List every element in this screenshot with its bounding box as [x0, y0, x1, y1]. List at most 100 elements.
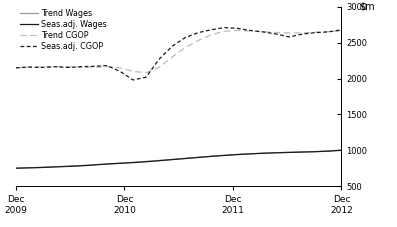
- Seas.adj. CGOP: [79, 65, 83, 68]
- Seas.adj. Wages: [222, 154, 227, 157]
- Trend CGOP: [40, 66, 44, 68]
- Seas.adj. CGOP: [287, 36, 292, 38]
- Trend CGOP: [339, 30, 344, 32]
- Seas.adj. CGOP: [339, 28, 344, 31]
- Trend CGOP: [313, 31, 318, 34]
- Trend CGOP: [79, 66, 83, 69]
- Trend CGOP: [131, 70, 135, 73]
- Seas.adj. CGOP: [157, 58, 162, 61]
- Trend Wages: [13, 167, 18, 170]
- Trend Wages: [339, 149, 344, 151]
- Trend CGOP: [261, 30, 266, 33]
- Trend Wages: [287, 151, 292, 154]
- Seas.adj. CGOP: [209, 28, 214, 31]
- Trend CGOP: [248, 30, 252, 32]
- Trend Wages: [300, 151, 305, 153]
- Seas.adj. Wages: [183, 157, 187, 160]
- Seas.adj. Wages: [339, 149, 344, 152]
- Trend CGOP: [300, 32, 305, 34]
- Seas.adj. Wages: [196, 156, 200, 159]
- Seas.adj. CGOP: [27, 66, 31, 68]
- Seas.adj. Wages: [105, 163, 110, 165]
- Seas.adj. Wages: [326, 150, 331, 153]
- Seas.adj. Wages: [79, 165, 83, 167]
- Seas.adj. Wages: [235, 153, 240, 156]
- Trend Wages: [131, 161, 135, 164]
- Seas.adj. Wages: [92, 164, 96, 166]
- Seas.adj. Wages: [287, 151, 292, 154]
- Trend CGOP: [209, 33, 214, 36]
- Seas.adj. CGOP: [118, 70, 122, 73]
- Trend Wages: [170, 158, 175, 161]
- Seas.adj. Wages: [66, 165, 70, 168]
- Trend Wages: [209, 155, 214, 158]
- Trend Wages: [274, 151, 279, 154]
- Trend CGOP: [52, 65, 57, 68]
- Trend CGOP: [144, 72, 148, 74]
- Trend Wages: [157, 159, 162, 162]
- Line: Seas.adj. CGOP: Seas.adj. CGOP: [16, 28, 341, 80]
- Seas.adj. Wages: [40, 166, 44, 169]
- Seas.adj. Wages: [118, 162, 122, 165]
- Seas.adj. CGOP: [40, 66, 44, 69]
- Trend CGOP: [326, 30, 331, 33]
- Legend: Trend Wages, Seas.adj. Wages, Trend CGOP, Seas.adj. CGOP: Trend Wages, Seas.adj. Wages, Trend CGOP…: [20, 9, 107, 51]
- Trend Wages: [144, 160, 148, 163]
- Trend CGOP: [222, 30, 227, 32]
- Seas.adj. Wages: [209, 155, 214, 158]
- Seas.adj. CGOP: [52, 65, 57, 68]
- Seas.adj. CGOP: [66, 66, 70, 69]
- Trend Wages: [52, 165, 57, 168]
- Seas.adj. CGOP: [196, 31, 200, 34]
- Seas.adj. CGOP: [235, 27, 240, 30]
- Trend Wages: [235, 153, 240, 156]
- Trend Wages: [313, 150, 318, 153]
- Line: Trend CGOP: Trend CGOP: [16, 30, 341, 73]
- Seas.adj. CGOP: [222, 26, 227, 29]
- Trend CGOP: [13, 67, 18, 69]
- Trend Wages: [118, 162, 122, 165]
- Seas.adj. Wages: [313, 150, 318, 153]
- Trend Wages: [196, 156, 200, 159]
- Trend Wages: [40, 166, 44, 169]
- Trend CGOP: [157, 66, 162, 69]
- Trend CGOP: [27, 66, 31, 69]
- Seas.adj. Wages: [300, 151, 305, 153]
- Seas.adj. CGOP: [13, 67, 18, 69]
- Seas.adj. Wages: [131, 161, 135, 164]
- Trend Wages: [27, 166, 31, 169]
- Trend Wages: [92, 163, 96, 166]
- Trend Wages: [248, 152, 252, 155]
- Trend CGOP: [183, 46, 187, 49]
- Trend CGOP: [105, 65, 110, 68]
- Seas.adj. CGOP: [313, 31, 318, 34]
- Trend CGOP: [287, 32, 292, 34]
- Seas.adj. CGOP: [274, 33, 279, 35]
- Seas.adj. Wages: [274, 151, 279, 154]
- Seas.adj. CGOP: [326, 31, 331, 33]
- Seas.adj. CGOP: [261, 31, 266, 33]
- Seas.adj. CGOP: [170, 45, 175, 48]
- Seas.adj. Wages: [13, 167, 18, 170]
- Trend Wages: [105, 163, 110, 165]
- Seas.adj. CGOP: [92, 65, 96, 68]
- Seas.adj. Wages: [170, 158, 175, 161]
- Seas.adj. Wages: [248, 153, 252, 155]
- Trend CGOP: [118, 67, 122, 69]
- Seas.adj. CGOP: [183, 36, 187, 39]
- Trend CGOP: [170, 56, 175, 58]
- Seas.adj. Wages: [52, 165, 57, 168]
- Trend CGOP: [274, 31, 279, 34]
- Trend CGOP: [66, 66, 70, 68]
- Seas.adj. Wages: [261, 152, 266, 155]
- Seas.adj. Wages: [144, 160, 148, 163]
- Seas.adj. CGOP: [131, 79, 135, 81]
- Line: Trend Wages: Trend Wages: [16, 150, 341, 168]
- Seas.adj. Wages: [27, 166, 31, 169]
- Trend Wages: [66, 165, 70, 168]
- Y-axis label: $m: $m: [360, 1, 375, 11]
- Trend CGOP: [196, 39, 200, 42]
- Trend Wages: [326, 150, 331, 152]
- Seas.adj. CGOP: [144, 76, 148, 79]
- Trend Wages: [79, 164, 83, 167]
